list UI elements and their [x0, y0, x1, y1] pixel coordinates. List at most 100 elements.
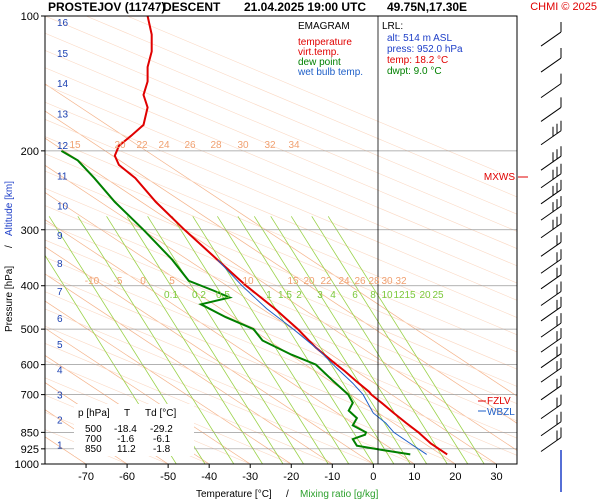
lrl-temperature: temp: 18.2 °C: [387, 55, 448, 66]
isotherm-label: 22: [320, 276, 332, 287]
datetime-label: 21.04.2025 19:00 UTC: [244, 0, 366, 14]
svg-text:850: 850: [85, 444, 102, 455]
mxws-label: MXWS: [484, 172, 515, 183]
mixing-ratio-line: [217, 216, 374, 464]
wind-barb-staff: [540, 385, 562, 401]
dry-adiabat-line: [45, 119, 517, 318]
svg-text:500: 500: [85, 424, 102, 435]
isotherm-line: [45, 273, 333, 464]
dry-adiabat-line: [45, 84, 517, 284]
wind-barb-staff: [540, 223, 562, 239]
wind-barb-staff: [540, 205, 562, 221]
wind-barb-staff: [540, 258, 562, 274]
isotherm-line: [45, 327, 251, 464]
altitude-tick-label: 14: [57, 79, 69, 90]
wind-barb-staff: [540, 306, 562, 322]
isotherm-label: -10: [85, 276, 100, 287]
wind-barb: [540, 358, 562, 383]
wind-barb: [540, 343, 562, 369]
isotherm-label: 34: [288, 140, 300, 151]
mixing-ratio-label: 25: [432, 290, 444, 301]
dry-adiabat-line: [45, 205, 517, 405]
y-axis-separator: /: [4, 245, 15, 248]
isotherm-label: 30: [381, 276, 393, 287]
table-row: 850 11.2 -1.8: [85, 444, 171, 455]
legend-item-virt-temp: virt.temp.: [298, 47, 339, 58]
dry-adiabat-line: [45, 170, 517, 370]
dry-adiabat-line: [45, 187, 517, 387]
altitude-tick-label: 16: [57, 18, 69, 29]
wind-barb-staff: [540, 353, 562, 369]
altitude-tick-label: 5: [57, 340, 63, 351]
isotherm-label: 20: [303, 276, 315, 287]
mixing-ratio-label: 0.1: [164, 290, 178, 301]
isotherm-line: [45, 382, 169, 464]
wind-barb-staff: [540, 367, 562, 383]
wind-barb: [540, 249, 562, 274]
mixing-ratio-line: [237, 216, 395, 464]
mixing-ratio-line: [171, 216, 329, 464]
mixing-ratio-line: [311, 216, 469, 464]
mixing-ratio-line: [270, 216, 428, 464]
wind-barb: [540, 22, 562, 47]
dry-adiabat-line: [45, 377, 251, 464]
lrl-title: LRL:: [382, 21, 403, 32]
wind-barb-staff: [540, 155, 562, 171]
dry-adiabat-line: [45, 308, 415, 464]
wind-barb-staff: [540, 322, 562, 338]
mixing-ratio-label: 10: [381, 290, 393, 301]
dry-adiabat-line: [45, 101, 517, 301]
isotherm-label: 26: [354, 276, 366, 287]
isotherm-label: 28: [368, 276, 380, 287]
mixing-ratio-label: 8: [370, 290, 376, 301]
altitude-tick-label: 11: [57, 171, 68, 182]
isotherm-label: 0: [140, 276, 146, 287]
isotherm-line: [45, 83, 517, 397]
y-tick-label: 200: [21, 146, 39, 158]
x-tick-label: -60: [119, 471, 135, 483]
altitude-tick-label: 4: [57, 366, 63, 377]
dry-adiabat-line: [45, 325, 374, 464]
table-header-p: p [hPa]: [78, 408, 110, 419]
altitude-tick-label: 8: [57, 259, 63, 270]
y-tick-label: 500: [21, 324, 39, 336]
y-tick-label: 100: [21, 11, 39, 23]
dry-adiabat-line: [45, 343, 333, 464]
isotherm-line: [45, 164, 497, 464]
altitude-tick-label: 13: [57, 109, 69, 120]
mixing-ratio-line: [147, 216, 304, 464]
wind-barbs: [540, 22, 562, 492]
dry-adiabat-line: [45, 360, 292, 464]
wind-barb: [540, 427, 562, 452]
mixing-ratio-line: [253, 216, 411, 464]
legend-item-temperature: temperature: [298, 37, 352, 48]
y-tick-label: 600: [21, 360, 39, 372]
isotherm-line: [45, 137, 517, 451]
wind-barb-staff: [540, 83, 562, 99]
wind-barb: [540, 146, 562, 171]
wind-barb: [540, 73, 562, 99]
isotherm-label: 15: [69, 140, 81, 151]
dry-adiabat-line: [45, 222, 517, 422]
y-tick-label: 300: [21, 225, 39, 237]
x-tick-label: 0: [370, 471, 376, 483]
wind-barb: [540, 296, 562, 322]
mixing-ratio-line: [106, 216, 263, 464]
lrl-altitude: alt: 514 m ASL: [387, 33, 452, 44]
dry-adiabat-line: [45, 256, 517, 456]
mixing-ratio-label: 1.5: [278, 290, 292, 301]
svg-text:-1.8: -1.8: [153, 444, 171, 455]
mode-label: DESCENT: [163, 0, 221, 14]
wind-barb-staff: [540, 274, 562, 290]
mixing-ratio-label: 12: [393, 290, 405, 301]
wind-barb-staff: [540, 241, 562, 257]
x-tick-label: -30: [242, 471, 258, 483]
isotherm-label: 32: [264, 140, 276, 151]
svg-text:700: 700: [85, 434, 102, 445]
dry-adiabat-line: [45, 50, 517, 249]
isotherm-label: 24: [158, 140, 170, 151]
legend-title: EMAGRAM: [298, 21, 350, 32]
isotherm-line: [0, 16, 4, 464]
isotherm-label: 15: [287, 276, 299, 287]
isotherm-label: 24: [338, 276, 350, 287]
